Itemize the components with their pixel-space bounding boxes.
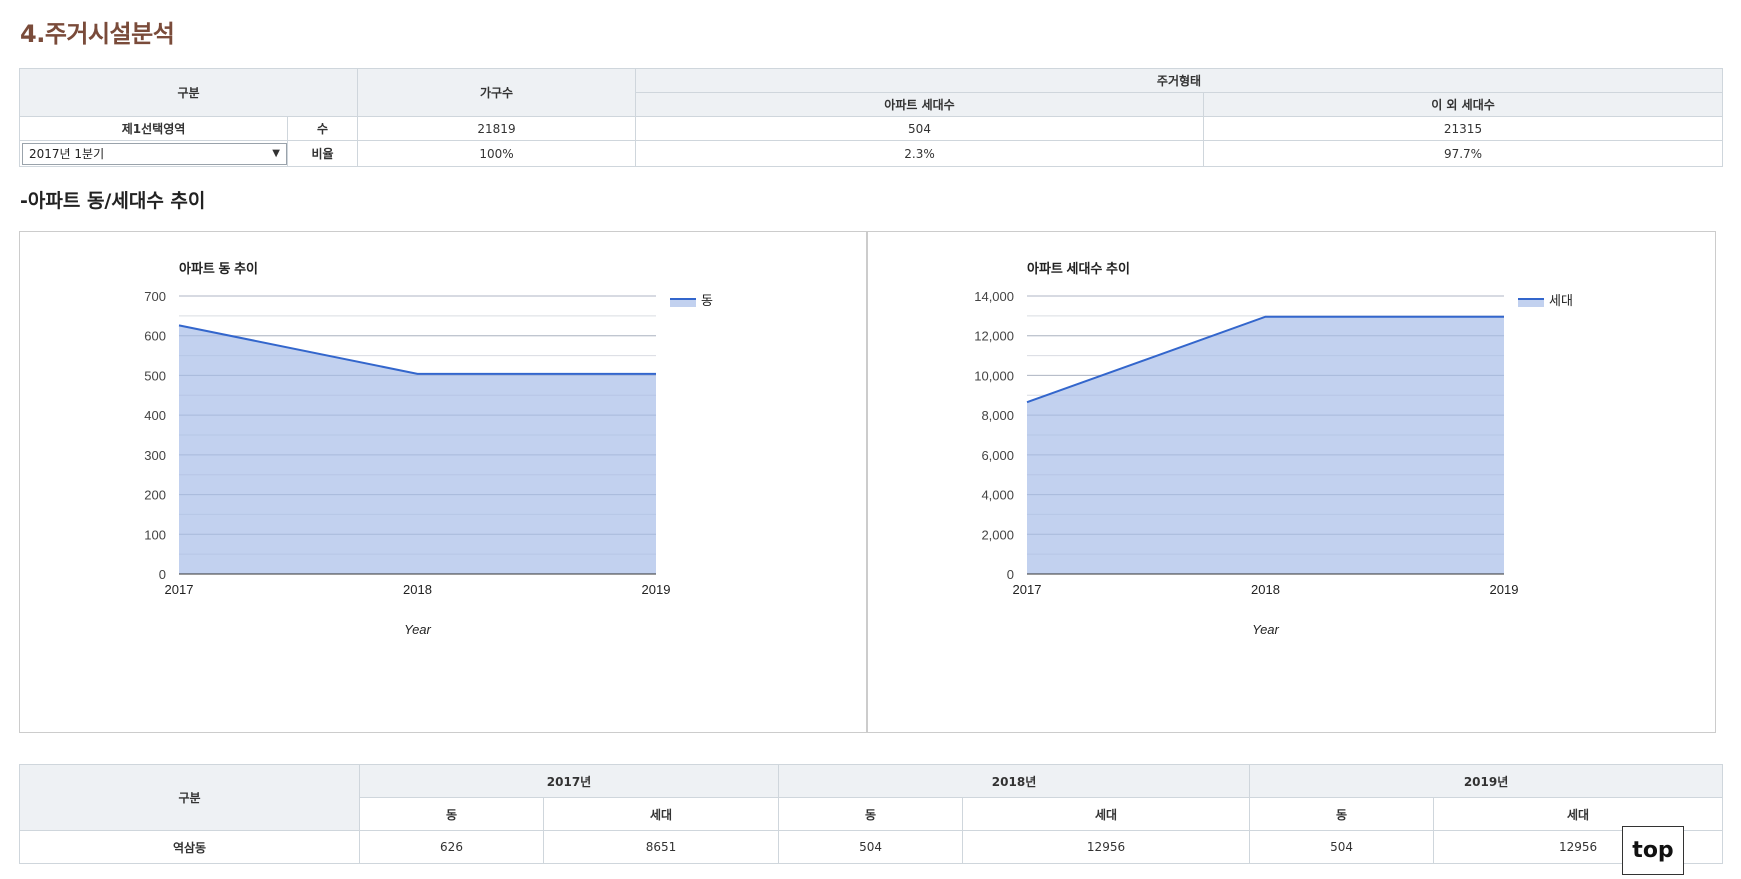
y-tick-label: 300 (144, 448, 166, 463)
y-tick-label: 100 (144, 527, 166, 542)
trend-cell: 504 (778, 830, 964, 864)
trend-cell: 626 (359, 830, 544, 864)
scroll-top-button[interactable]: top (1622, 826, 1684, 875)
row-label-ratio: 비율 (287, 140, 358, 167)
chart-title: 아파트 세대수 추이 (1027, 261, 1130, 276)
period-select-cell: 2017년 1분기 ▼ (19, 140, 288, 167)
legend-swatch (670, 299, 696, 307)
trend-subheader: 동 (778, 797, 964, 831)
table-row: 제1선택영역 수 21819 504 21315 (19, 116, 1724, 141)
table-row: 2017년 1분기 ▼ 비율 100% 2.3% 97.7% (19, 140, 1724, 167)
housing-summary-table: 구분 가구수 주거형태 아파트 세대수 이 외 세대수 제1선택영역 수 218… (19, 68, 1724, 167)
trend-header-year: 2019년 (1249, 764, 1724, 798)
x-tick-label: 2018 (1251, 582, 1280, 597)
households-ratio: 100% (357, 140, 636, 167)
y-tick-label: 4,000 (981, 488, 1014, 503)
x-tick-label: 2019 (642, 582, 671, 597)
trend-header-category: 구분 (19, 764, 360, 831)
y-tick-label: 0 (159, 567, 166, 582)
series-area (179, 325, 656, 574)
y-tick-label: 0 (1007, 567, 1014, 582)
trend-row-name: 역삼동 (19, 830, 360, 864)
legend-swatch (1518, 299, 1544, 307)
trend-cell: 8651 (542, 830, 780, 864)
series-line (1026, 315, 1504, 404)
y-tick-label: 2,000 (981, 527, 1014, 542)
trend-header-year: 2018년 (778, 764, 1251, 798)
header-households: 가구수 (357, 68, 636, 117)
period-select[interactable]: 2017년 1분기 ▼ (22, 142, 287, 165)
row-label-count: 수 (287, 116, 358, 141)
trend-cell: 504 (1249, 830, 1435, 864)
y-tick-label: 8,000 (981, 408, 1014, 423)
y-tick-label: 600 (144, 329, 166, 344)
chevron-down-icon: ▼ (272, 148, 280, 159)
area-label: 제1선택영역 (19, 116, 288, 141)
trend-subheader: 동 (359, 797, 544, 831)
chart-title: 아파트 동 추이 (179, 261, 258, 276)
y-tick-label: 10,000 (974, 368, 1014, 383)
trend-subheader: 세대 (542, 797, 780, 831)
apt-units-ratio: 2.3% (635, 140, 1204, 167)
table-row: 역삼동 626 8651 504 12956 504 12956 (19, 830, 1724, 864)
apt-trend-table: 구분 2017년 2018년 2019년 동 세대 동 세대 동 세대 역삼동 … (19, 764, 1724, 864)
subsection-title: -아파트 동/세대수 추이 (20, 190, 206, 212)
x-tick-label: 2019 (1490, 582, 1519, 597)
y-tick-label: 400 (144, 408, 166, 423)
apt-buildings-chart: 아파트 동 추이 0 100 200 300 400 500 600 700 2017 2018 20… (144, 261, 713, 637)
y-tick-label: 200 (144, 488, 166, 503)
legend-label: 세대 (1549, 293, 1573, 308)
apt-buildings-chart-panel: 아파트 동 추이 0 100 200 300 400 500 600 700 2017 2018 20… (19, 231, 867, 733)
header-apt-units: 아파트 세대수 (635, 92, 1204, 117)
trend-subheader: 동 (1249, 797, 1435, 831)
apt-units-count: 504 (635, 116, 1204, 141)
other-units-ratio: 97.7% (1202, 140, 1724, 167)
legend-label: 동 (701, 293, 713, 308)
trend-subheader: 세대 (962, 797, 1251, 831)
x-axis-label: Year (1252, 622, 1279, 637)
y-tick-label: 6,000 (981, 448, 1014, 463)
series-area (1027, 316, 1504, 574)
y-tick-label: 500 (144, 368, 166, 383)
header-category: 구분 (19, 68, 358, 117)
period-select-value: 2017년 1분기 (29, 147, 105, 161)
header-housing-type: 주거형태 (634, 68, 1724, 93)
x-tick-label: 2017 (165, 582, 194, 597)
y-tick-label: 12,000 (974, 329, 1014, 344)
other-units-count: 21315 (1202, 116, 1724, 141)
page-title: 4.주거시설분석 (20, 20, 175, 48)
y-tick-label: 14,000 (974, 289, 1014, 304)
households-count: 21819 (357, 116, 636, 141)
y-tick-label: 700 (144, 289, 166, 304)
trend-cell: 12956 (962, 830, 1251, 864)
header-other-units: 이 외 세대수 (1202, 92, 1724, 117)
series-line (178, 324, 656, 375)
x-tick-label: 2017 (1013, 582, 1042, 597)
x-axis-label: Year (404, 622, 431, 637)
trend-header-year: 2017년 (358, 764, 780, 798)
trend-subheader: 세대 (1433, 797, 1724, 831)
apt-units-chart: 아파트 세대수 추이 0 2,000 4,000 6,000 8,000 10,000 12,… (974, 261, 1573, 637)
x-tick-label: 2018 (403, 582, 432, 597)
apt-units-chart-panel: 아파트 세대수 추이 0 2,000 4,000 6,000 8,000 10,000 12,… (867, 231, 1716, 733)
